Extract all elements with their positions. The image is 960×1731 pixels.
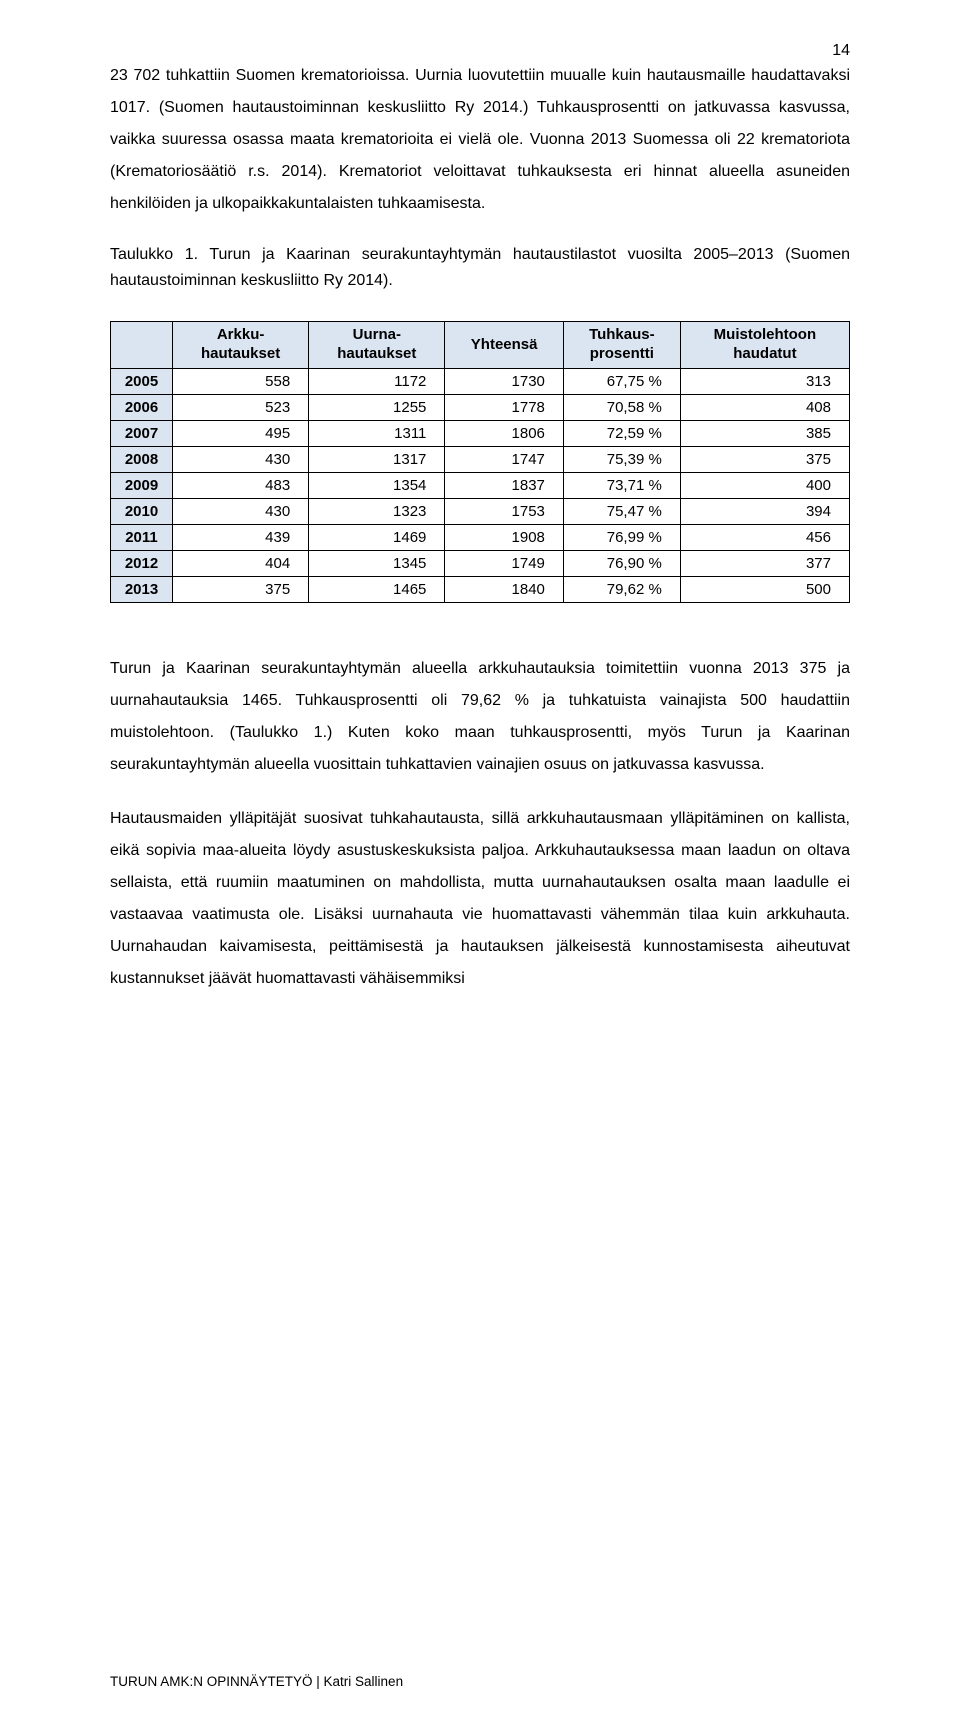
table-row: 20133751465184079,62 %500 [111, 576, 850, 602]
table-header-row: Arkku-hautaukset Uurna-hautaukset Yhteen… [111, 322, 850, 369]
data-cell: 1469 [309, 524, 445, 550]
col-tuhkaus: Tuhkaus-prosentti [563, 322, 680, 369]
data-cell: 1317 [309, 446, 445, 472]
col-yhteensa: Yhteensä [445, 322, 564, 369]
data-cell: 76,90 % [563, 550, 680, 576]
data-cell: 523 [173, 394, 309, 420]
data-cell: 1806 [445, 420, 564, 446]
data-cell: 430 [173, 446, 309, 472]
table-row: 20094831354183773,71 %400 [111, 472, 850, 498]
col-muistolehtoon: Muistolehtoonhaudatut [680, 322, 849, 369]
footer-text: TURUN AMK:N OPINNÄYTETYÖ | Katri Salline… [110, 1674, 403, 1689]
table-caption: Taulukko 1. Turun ja Kaarinan seurakunta… [110, 242, 850, 293]
data-cell: 1311 [309, 420, 445, 446]
data-cell: 1908 [445, 524, 564, 550]
data-cell: 439 [173, 524, 309, 550]
year-cell: 2010 [111, 498, 173, 524]
data-cell: 70,58 % [563, 394, 680, 420]
data-cell: 1172 [309, 368, 445, 394]
col-uurna: Uurna-hautaukset [309, 322, 445, 369]
data-cell: 400 [680, 472, 849, 498]
data-cell: 75,39 % [563, 446, 680, 472]
year-cell: 2011 [111, 524, 173, 550]
table-row: 20084301317174775,39 %375 [111, 446, 850, 472]
table-row: 20065231255177870,58 %408 [111, 394, 850, 420]
year-cell: 2007 [111, 420, 173, 446]
data-cell: 1730 [445, 368, 564, 394]
data-cell: 1747 [445, 446, 564, 472]
col-arkku: Arkku-hautaukset [173, 322, 309, 369]
year-cell: 2012 [111, 550, 173, 576]
year-cell: 2008 [111, 446, 173, 472]
table-row: 20055581172173067,75 %313 [111, 368, 850, 394]
data-cell: 500 [680, 576, 849, 602]
data-cell: 1323 [309, 498, 445, 524]
table-row: 20104301323175375,47 %394 [111, 498, 850, 524]
header-blank [111, 322, 173, 369]
data-cell: 375 [173, 576, 309, 602]
data-cell: 456 [680, 524, 849, 550]
paragraph-3: Hautausmaiden ylläpitäjät suosivat tuhka… [110, 803, 850, 995]
year-cell: 2009 [111, 472, 173, 498]
data-cell: 1354 [309, 472, 445, 498]
document-page: 14 23 702 tuhkattiin Suomen krematoriois… [0, 0, 960, 1731]
data-cell: 1753 [445, 498, 564, 524]
data-cell: 404 [173, 550, 309, 576]
data-cell: 79,62 % [563, 576, 680, 602]
data-cell: 1778 [445, 394, 564, 420]
year-cell: 2005 [111, 368, 173, 394]
data-cell: 67,75 % [563, 368, 680, 394]
data-cell: 72,59 % [563, 420, 680, 446]
data-cell: 375 [680, 446, 849, 472]
data-cell: 408 [680, 394, 849, 420]
data-cell: 483 [173, 472, 309, 498]
table-row: 20074951311180672,59 %385 [111, 420, 850, 446]
paragraph-1: 23 702 tuhkattiin Suomen krematorioissa.… [110, 60, 850, 220]
data-cell: 385 [680, 420, 849, 446]
table-header: Arkku-hautaukset Uurna-hautaukset Yhteen… [111, 322, 850, 369]
statistics-table: Arkku-hautaukset Uurna-hautaukset Yhteen… [110, 321, 850, 603]
data-cell: 377 [680, 550, 849, 576]
table-row: 20114391469190876,99 %456 [111, 524, 850, 550]
data-cell: 1840 [445, 576, 564, 602]
table-body: 20055581172173067,75 %313200652312551778… [111, 368, 850, 602]
data-cell: 313 [680, 368, 849, 394]
data-cell: 430 [173, 498, 309, 524]
data-cell: 1255 [309, 394, 445, 420]
year-cell: 2006 [111, 394, 173, 420]
year-cell: 2013 [111, 576, 173, 602]
data-cell: 1465 [309, 576, 445, 602]
page-number: 14 [832, 42, 850, 60]
table-row: 20124041345174976,90 %377 [111, 550, 850, 576]
data-cell: 394 [680, 498, 849, 524]
data-cell: 1837 [445, 472, 564, 498]
data-cell: 495 [173, 420, 309, 446]
paragraph-2: Turun ja Kaarinan seurakuntayhtymän alue… [110, 653, 850, 781]
data-cell: 1345 [309, 550, 445, 576]
data-cell: 1749 [445, 550, 564, 576]
data-cell: 76,99 % [563, 524, 680, 550]
data-cell: 558 [173, 368, 309, 394]
data-cell: 75,47 % [563, 498, 680, 524]
data-cell: 73,71 % [563, 472, 680, 498]
